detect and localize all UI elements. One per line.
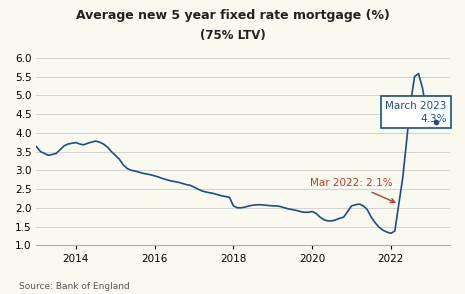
Text: (75% LTV): (75% LTV) — [199, 29, 266, 42]
Text: March 2023
4.3%: March 2023 4.3% — [385, 101, 447, 124]
Text: Source: Bank of England: Source: Bank of England — [19, 282, 129, 291]
Text: Mar 2022: 2.1%: Mar 2022: 2.1% — [310, 178, 395, 203]
Text: Average new 5 year fixed rate mortgage (%): Average new 5 year fixed rate mortgage (… — [76, 9, 389, 22]
